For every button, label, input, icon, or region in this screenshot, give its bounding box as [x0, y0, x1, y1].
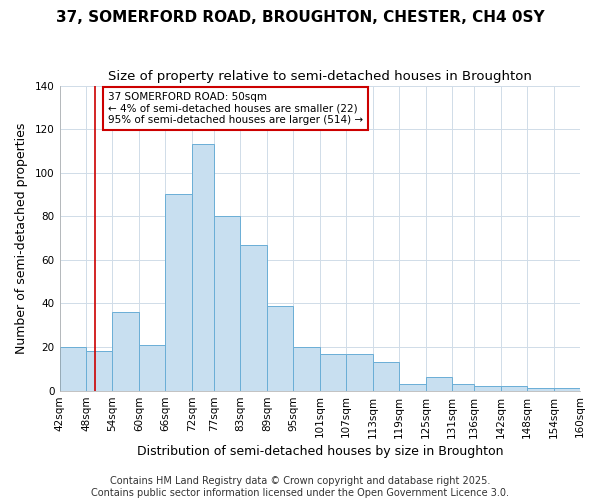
Bar [527, 388, 554, 390]
Text: 37 SOMERFORD ROAD: 50sqm
← 4% of semi-detached houses are smaller (22)
95% of se: 37 SOMERFORD ROAD: 50sqm ← 4% of semi-de… [108, 92, 363, 126]
Bar [214, 216, 241, 390]
Bar [241, 244, 267, 390]
X-axis label: Distribution of semi-detached houses by size in Broughton: Distribution of semi-detached houses by … [137, 444, 503, 458]
Bar [452, 384, 474, 390]
Bar [346, 354, 373, 391]
Bar [425, 378, 452, 390]
Bar [399, 384, 425, 390]
Bar [474, 386, 500, 390]
Bar [373, 362, 399, 390]
Bar [112, 312, 139, 390]
Title: Size of property relative to semi-detached houses in Broughton: Size of property relative to semi-detach… [108, 70, 532, 83]
Bar [554, 388, 580, 390]
Bar [293, 347, 320, 391]
Bar [86, 352, 112, 391]
Bar [500, 386, 527, 390]
Text: 37, SOMERFORD ROAD, BROUGHTON, CHESTER, CH4 0SY: 37, SOMERFORD ROAD, BROUGHTON, CHESTER, … [56, 10, 544, 25]
Bar [192, 144, 214, 390]
Bar [320, 354, 346, 391]
Text: Contains HM Land Registry data © Crown copyright and database right 2025.
Contai: Contains HM Land Registry data © Crown c… [91, 476, 509, 498]
Bar [139, 345, 166, 391]
Bar [59, 347, 86, 391]
Y-axis label: Number of semi-detached properties: Number of semi-detached properties [15, 122, 28, 354]
Bar [267, 306, 293, 390]
Bar [166, 194, 192, 390]
